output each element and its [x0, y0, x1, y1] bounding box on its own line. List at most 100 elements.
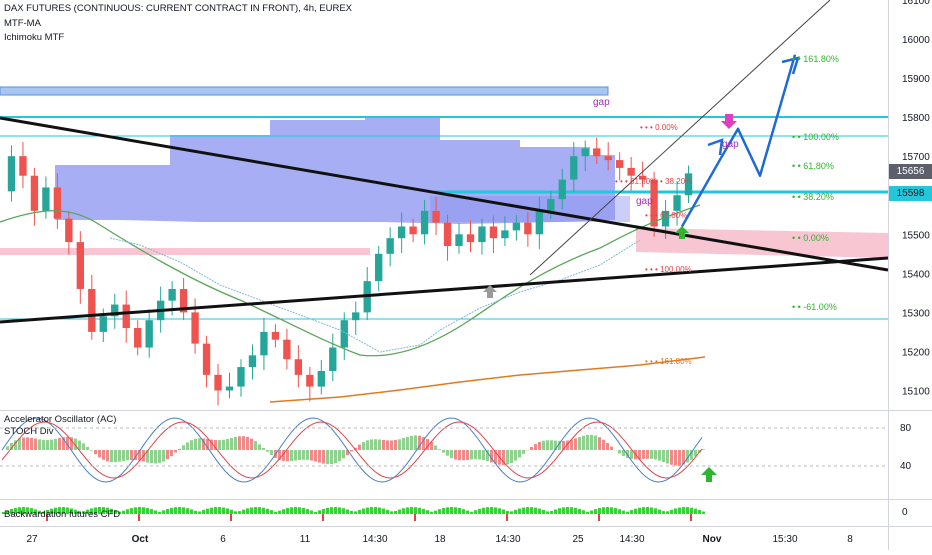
backwardation-bar [550, 511, 553, 514]
fib-small-label: • • • 100.00% [645, 265, 692, 274]
ac-bar [182, 445, 185, 450]
backwardation-bar [318, 510, 321, 514]
candle-body [501, 230, 508, 238]
ac-bar [534, 444, 537, 450]
ac-title[interactable]: Accelerator Oscillator (AC) [4, 414, 116, 426]
ac-bar [38, 439, 41, 450]
ac-bar [550, 440, 553, 450]
y-tick-label: 15800 [902, 113, 930, 124]
ac-bar [398, 439, 401, 450]
backwardation-bar [566, 507, 569, 514]
backwardation-bar [634, 509, 637, 514]
backwardation-bar [602, 507, 605, 514]
ac-bar [122, 450, 125, 461]
ac-bar [270, 450, 273, 455]
candle-body [168, 289, 175, 301]
ac-bar [546, 440, 549, 450]
y-tick-label: 16000 [902, 35, 930, 46]
ac-bar [666, 450, 669, 464]
x-tick-label: 14:30 [495, 534, 520, 545]
candle-body [616, 160, 623, 168]
ac-bar [262, 448, 265, 450]
backwardation-bar [574, 508, 577, 514]
ac-bar [126, 450, 129, 460]
candle-body [191, 312, 198, 343]
ac-bar [478, 450, 481, 459]
y-tick-label: 15300 [902, 308, 930, 319]
candle-body [203, 344, 210, 375]
backwardation-bar [590, 511, 593, 514]
backwardation-bar [658, 510, 661, 514]
ac-bar [254, 441, 257, 450]
backwardation-bar [686, 507, 689, 514]
ac-bar [242, 436, 245, 450]
backwardation-title[interactable]: Backwardation futures CFD [4, 509, 120, 521]
backwardation-bar [166, 509, 169, 514]
ac-bar [402, 438, 405, 450]
backwardation-bar [402, 508, 405, 514]
ac-bar [586, 435, 589, 450]
candle-body [318, 371, 325, 387]
fib-small-label: • • • 161.80% [645, 357, 692, 366]
ac-bar [406, 437, 409, 450]
backwardation-bar [694, 509, 697, 514]
ac-bar [394, 440, 397, 450]
stoch-title[interactable]: STOCH Div [4, 426, 53, 438]
green-up-arrow-stoch [701, 467, 717, 482]
backwardation-bar [598, 508, 601, 514]
backwardation-bar [170, 508, 173, 514]
backwardation-bar [662, 511, 665, 514]
backwardation-bar [630, 510, 633, 514]
candle-body [455, 234, 462, 246]
candle-body [605, 156, 612, 160]
ac-bar [674, 450, 677, 466]
backwardation-bar [394, 511, 397, 514]
ac-bar [434, 445, 437, 450]
backwardation-bar [266, 509, 269, 514]
ac-bar [510, 450, 513, 463]
candle-body [444, 223, 451, 246]
indicator-ma[interactable]: MTF-MA [4, 18, 41, 30]
backwardation-bar [222, 508, 225, 514]
backwardation-bar [534, 508, 537, 514]
backwardation-bar [330, 507, 333, 514]
backwardation-bar [702, 512, 705, 514]
ac-bar [466, 450, 469, 460]
candle-body [77, 242, 84, 289]
ac-bar [610, 447, 613, 450]
backwardation-bar [398, 510, 401, 514]
backwardation-bar [626, 512, 629, 514]
backwardation-bar [358, 510, 361, 514]
candle-body [593, 148, 600, 156]
backwardation-bar [322, 509, 325, 514]
candle-body [146, 320, 153, 347]
candle-body [513, 223, 520, 231]
backwardation-bar [622, 511, 625, 514]
indicator-ichimoku[interactable]: Ichimoku MTF [4, 32, 64, 44]
backwardation-bar [350, 511, 353, 514]
ac-bar [174, 450, 177, 453]
ac-bar [574, 438, 577, 450]
ac-bar [350, 450, 353, 451]
ac-bar [110, 450, 113, 462]
ac-bar [358, 445, 361, 450]
ac-bar [170, 450, 173, 456]
x-tick-label: 18 [434, 534, 446, 545]
ac-bar [326, 450, 329, 464]
ac-bar [658, 450, 661, 461]
candle-body [352, 312, 359, 320]
ac-bar [606, 443, 609, 450]
candle-body [226, 387, 233, 391]
ac-bar [378, 439, 381, 450]
candle-body [490, 226, 497, 238]
candle-body [260, 332, 267, 355]
ac-bar [286, 450, 289, 461]
stoch-tick-40: 40 [900, 461, 911, 473]
backwardation-bar [242, 510, 245, 514]
ac-bar [578, 437, 581, 450]
ac-bar [166, 450, 169, 459]
backwardation-bar [406, 507, 409, 514]
ac-bar [322, 450, 325, 464]
backwardation-bar [158, 512, 161, 514]
